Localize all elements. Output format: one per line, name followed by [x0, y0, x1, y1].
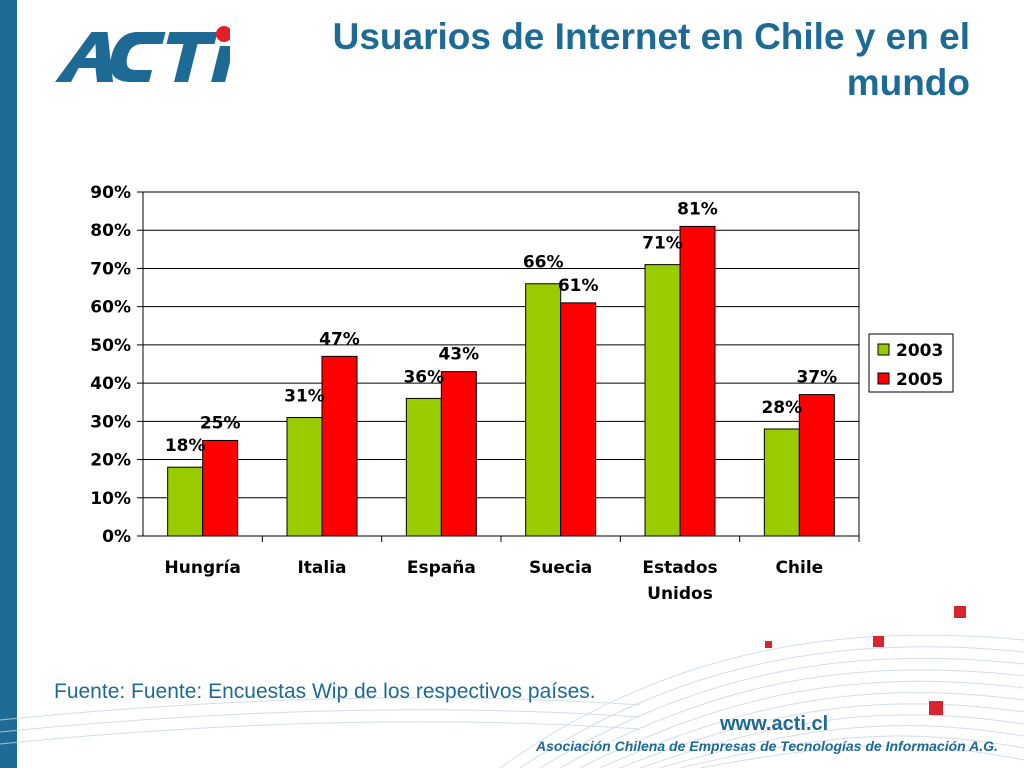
- data-label: 37%: [796, 368, 837, 388]
- legend-swatch-2003: [877, 343, 890, 356]
- bar-2003: [405, 397, 442, 537]
- y-tick-label: 80%: [90, 221, 131, 241]
- logo-red-dot: [216, 26, 230, 42]
- bar-2005: [321, 355, 358, 537]
- x-tick-label: Unidos: [647, 584, 713, 604]
- decorative-square: [765, 641, 772, 648]
- data-label: 61%: [558, 276, 599, 296]
- x-tick-label: España: [407, 558, 476, 578]
- y-tick-label: 90%: [90, 183, 131, 203]
- bar-2003: [644, 264, 681, 537]
- x-tick-label: Estados: [642, 558, 717, 578]
- x-tick-label: Hungría: [165, 558, 241, 578]
- data-label: 66%: [523, 253, 564, 273]
- gridlines: [143, 191, 860, 537]
- data-label: 31%: [284, 387, 325, 407]
- bar-2005: [798, 394, 835, 537]
- data-label: 25%: [200, 413, 241, 433]
- y-tick-label: 10%: [90, 489, 131, 509]
- bar-2005: [202, 439, 239, 537]
- data-label: 18%: [165, 436, 206, 456]
- y-tick-label: 0%: [102, 527, 131, 547]
- data-labels: 18% 25% 31% 47% 36%43% 66% 61% 71% 81% 28% 37%: [165, 199, 837, 456]
- bar-2003: [763, 428, 800, 537]
- legend-swatch-2005: [877, 372, 890, 385]
- legend-label-2005: 2005: [896, 370, 943, 390]
- data-label: 36%: [403, 367, 444, 387]
- bar-2005: [440, 371, 477, 537]
- bars: [167, 225, 835, 537]
- bar-chart: 0% 10% 20% 30% 40% 50% 60% 70% 80% 90% 18% 25% 31% 4…: [90, 183, 954, 604]
- legend: 2003 2005: [868, 333, 954, 393]
- decorative-square: [873, 636, 884, 647]
- y-axis: 0% 10% 20% 30% 40% 50% 60% 70% 80% 90%: [90, 183, 144, 547]
- bar-2003: [167, 466, 204, 537]
- slide-title: Usuarios de Internet en Chile y en el mu…: [332, 16, 970, 103]
- y-tick-label: 50%: [90, 336, 131, 356]
- source-note: Fuente: Fuente: Encuestas Wip de los res…: [54, 680, 596, 703]
- y-tick-label: 30%: [90, 412, 131, 432]
- y-tick-label: 60%: [90, 298, 131, 318]
- x-tick-label: Suecia: [529, 558, 592, 578]
- y-tick-label: 40%: [90, 374, 131, 394]
- organization-name: Asociación Chilena de Empresas de Tecnol…: [536, 738, 998, 754]
- x-tick-label: Italia: [297, 558, 346, 578]
- decorative-square: [954, 606, 966, 618]
- data-label: 43%: [438, 345, 479, 365]
- data-label: 47%: [319, 329, 360, 349]
- left-accent-bar: [0, 0, 17, 768]
- decorative-square: [929, 701, 943, 715]
- y-tick-label: 20%: [90, 451, 131, 471]
- data-label: 81%: [677, 199, 718, 219]
- bar-2003: [286, 417, 323, 537]
- bar-2005: [679, 225, 716, 537]
- website-link[interactable]: www.acti.cl: [720, 713, 829, 735]
- bar-2003: [525, 283, 562, 537]
- data-label: 28%: [761, 398, 802, 418]
- acti-logo: [55, 26, 230, 82]
- x-tick-label: Chile: [775, 558, 823, 578]
- x-axis: Hungría Italia España Suecia Estados Unidos Ch…: [143, 535, 860, 604]
- bar-2005: [560, 302, 597, 537]
- legend-label-2003: 2003: [896, 341, 943, 361]
- data-label: 71%: [642, 234, 683, 254]
- y-tick-label: 70%: [90, 259, 131, 279]
